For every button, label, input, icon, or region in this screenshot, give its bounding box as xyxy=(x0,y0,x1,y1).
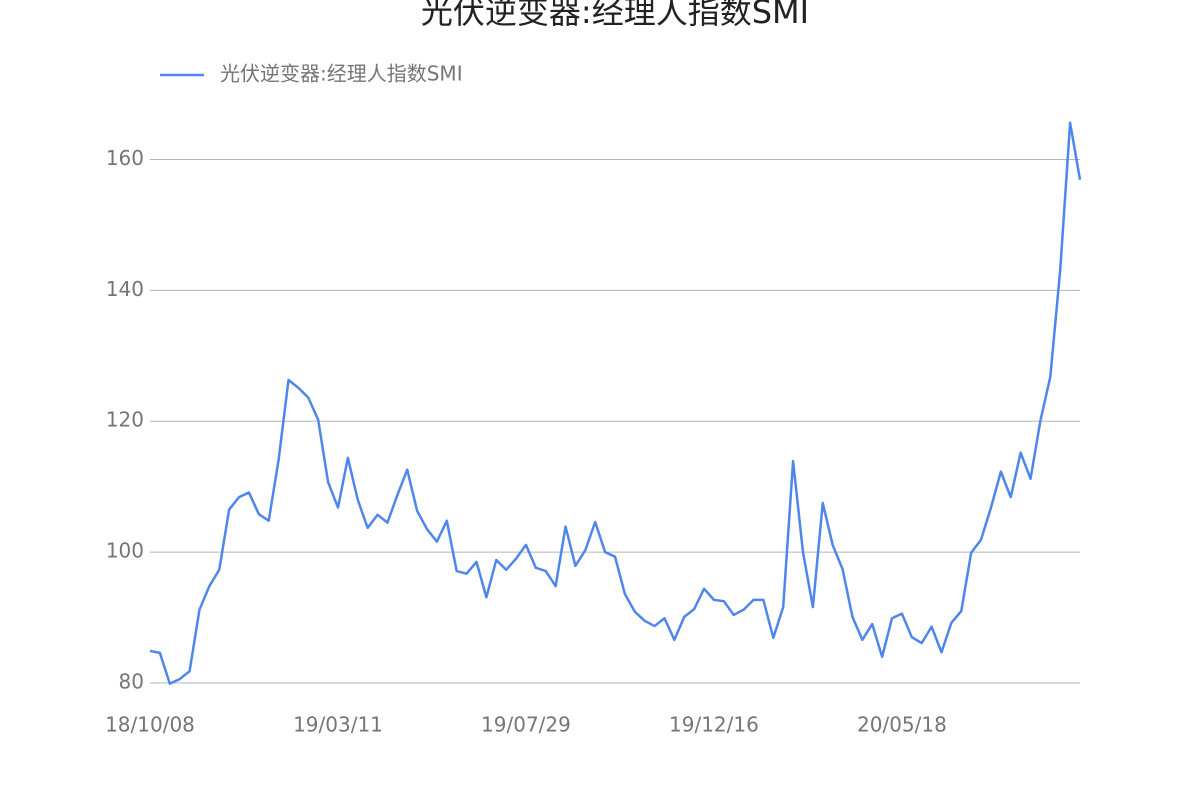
chart-title: 光伏逆变器:经理人指数SMI xyxy=(421,0,809,31)
y-tick-label: 100 xyxy=(106,539,144,563)
legend-label: 光伏逆变器:经理人指数SMI xyxy=(220,62,463,86)
y-tick-label: 140 xyxy=(106,277,144,301)
y-tick-label: 160 xyxy=(106,146,144,170)
x-tick-label: 20/05/18 xyxy=(857,713,947,737)
x-tick-label: 18/10/08 xyxy=(105,713,195,737)
x-tick-label: 19/12/16 xyxy=(669,713,759,737)
x-tick-label: 19/03/11 xyxy=(293,713,383,737)
data-line xyxy=(149,121,1082,685)
y-tick-label: 120 xyxy=(106,408,144,432)
x-tick-label: 19/07/29 xyxy=(481,713,571,737)
y-tick-label: 80 xyxy=(119,670,144,694)
